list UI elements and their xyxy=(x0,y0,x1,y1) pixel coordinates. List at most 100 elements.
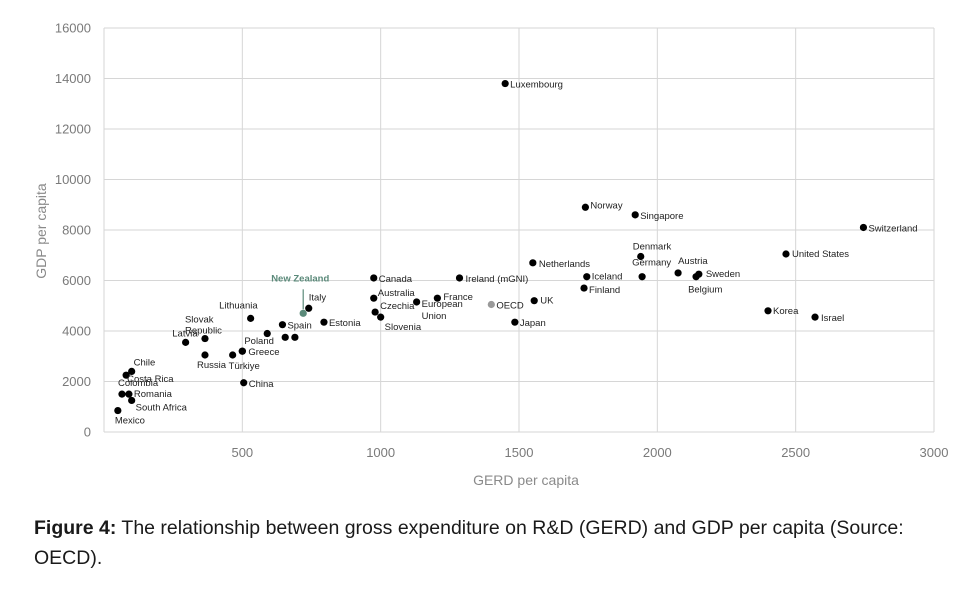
y-axis-title: GDP per capita xyxy=(33,183,49,279)
point-label-france: France xyxy=(443,292,473,303)
point-label-switzerland: Switzerland xyxy=(868,223,917,234)
data-points xyxy=(114,79,868,415)
point-south-africa xyxy=(128,396,136,405)
point-label-colombia: Colombia xyxy=(118,378,159,389)
point-unlabeled xyxy=(281,333,289,341)
point-label-israel: Israel xyxy=(821,313,844,324)
point-label-romania: Romania xyxy=(134,389,173,400)
point-label-austria: Austria xyxy=(678,256,708,267)
point-label-estonia: Estonia xyxy=(329,318,361,329)
point-label-slovak-republic: Slovak Republic xyxy=(185,315,222,337)
point-france xyxy=(433,294,441,302)
point-korea xyxy=(764,307,772,315)
point-new-zealand xyxy=(299,309,307,317)
point-lithuania xyxy=(247,314,255,322)
point-label-sweden: Sweden xyxy=(706,269,740,280)
point-label-luxembourg: Luxembourg xyxy=(510,80,563,91)
point-switzerland xyxy=(859,223,868,232)
point-label-mexico: Mexico xyxy=(115,416,145,427)
y-tick-label: 12000 xyxy=(55,122,91,137)
point-oecd xyxy=(487,300,495,309)
point-label-denmark: Denmark xyxy=(633,242,672,253)
scatter-chart: 0 2000 4000 6000 8000 10000 12000 14000 16000 500… xyxy=(33,21,949,489)
point-labels: Luxembourg Switzerland Norway Singapore Unit… xyxy=(115,80,918,427)
point-ireland-mgni xyxy=(455,274,464,282)
point-israel xyxy=(811,313,819,321)
axis-ticks: 0 2000 4000 6000 8000 10000 12000 14000 16000 500… xyxy=(55,21,949,461)
point-label-ireland-mgni: Ireland (mGNI) xyxy=(466,274,529,285)
point-chile xyxy=(128,367,136,375)
point-greece xyxy=(238,347,246,355)
point-label-singapore: Singapore xyxy=(640,211,683,222)
point-label-iceland: Iceland xyxy=(592,272,623,283)
point-label-united-states: United States xyxy=(792,249,849,260)
point-iceland xyxy=(583,273,591,281)
point-romania xyxy=(125,390,133,398)
point-t-rkiye xyxy=(229,351,237,359)
point-latvia xyxy=(182,338,190,346)
point-denmark xyxy=(637,252,645,261)
x-tick-label: 500 xyxy=(231,445,253,460)
point-norway xyxy=(581,203,590,211)
point-label-czechia: Czechia xyxy=(380,301,415,312)
y-tick-label: 14000 xyxy=(55,71,91,86)
point-label-japan: Japan xyxy=(520,318,546,329)
point-label-china: China xyxy=(249,379,275,390)
point-label-latvia: Latvia xyxy=(172,328,198,339)
caption-text: The relationship between gross expenditu… xyxy=(34,517,904,569)
point-label-lithuania: Lithuania xyxy=(219,300,258,311)
x-axis-title: GERD per capita xyxy=(473,472,579,488)
point-czechia xyxy=(371,308,379,316)
point-label-australia: Australia xyxy=(378,288,416,299)
point-austria xyxy=(674,269,682,277)
figure-caption: Figure 4: The relationship between gross… xyxy=(34,513,934,573)
point-netherlands xyxy=(529,259,537,267)
point-label-poland: Poland xyxy=(244,336,274,347)
point-label-spain: Spain xyxy=(287,321,311,332)
point-estonia xyxy=(320,318,328,326)
point-slovenia xyxy=(377,313,385,321)
point-label-chile: Chile xyxy=(134,357,156,368)
y-tick-label: 10000 xyxy=(55,172,91,187)
point-unlabeled xyxy=(291,333,299,341)
point-label-costa-rica: Costa Rica xyxy=(127,374,174,385)
x-tick-label: 1500 xyxy=(505,445,534,460)
point-canada xyxy=(370,274,378,282)
point-singapore xyxy=(631,211,639,219)
point-japan xyxy=(511,318,519,326)
y-tick-label: 4000 xyxy=(62,324,91,339)
point-slovak-republic xyxy=(201,334,209,343)
point-germany xyxy=(638,273,646,281)
y-tick-label: 0 xyxy=(84,425,91,440)
point-label-russia: Russia xyxy=(197,360,227,371)
point-mexico xyxy=(114,406,122,415)
point-label-oecd: OECD xyxy=(496,300,524,311)
x-tick-label: 2000 xyxy=(643,445,672,460)
point-label-belgium: Belgium xyxy=(688,285,722,296)
point-european-union xyxy=(413,298,421,306)
point-colombia xyxy=(118,390,126,398)
point-label-netherlands: Netherlands xyxy=(539,259,590,270)
caption-lead: Figure 4: xyxy=(34,517,117,539)
point-label-european-union: European Union xyxy=(422,299,463,322)
point-label-finland: Finland xyxy=(589,285,620,296)
x-tick-label: 2500 xyxy=(781,445,810,460)
y-tick-label: 2000 xyxy=(62,374,91,389)
point-label-italy: Italy xyxy=(309,292,327,303)
point-spain xyxy=(278,321,287,329)
y-tick-label: 6000 xyxy=(62,273,91,288)
y-tick-label: 8000 xyxy=(62,223,91,238)
point-uk xyxy=(530,297,538,305)
x-tick-label: 3000 xyxy=(920,445,949,460)
point-label-uk: UK xyxy=(540,296,554,307)
grid-lines xyxy=(103,27,935,433)
point-italy xyxy=(305,304,313,312)
point-label-slovenia: Slovenia xyxy=(385,322,422,333)
point-label-korea: Korea xyxy=(773,306,799,317)
point-label-t-rkiye: Türkiye xyxy=(229,361,260,372)
x-tick-label: 1000 xyxy=(366,445,395,460)
point-label-germany: Germany xyxy=(632,258,671,269)
y-tick-label: 16000 xyxy=(55,21,91,36)
point-australia xyxy=(370,294,378,302)
point-label-south-africa: South Africa xyxy=(136,402,188,413)
